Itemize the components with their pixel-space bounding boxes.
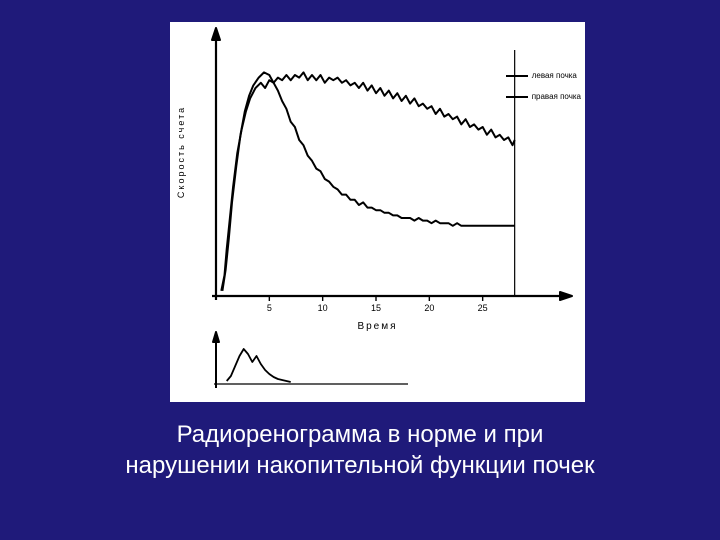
chart-container: 5 10 15 20 25 Скорость счета Время левая поч… <box>170 22 585 402</box>
legend-line-icon <box>506 96 528 98</box>
legend-label: левая почка <box>532 70 577 83</box>
legend-label: правая почка <box>532 91 581 104</box>
legend-line-icon <box>506 75 528 77</box>
slide: 5 10 15 20 25 Скорость счета Время левая поч… <box>0 0 720 540</box>
svg-text:25: 25 <box>478 303 488 313</box>
x-axis-label: Время <box>170 321 585 332</box>
y-axis-label: Скорость счета <box>176 52 186 252</box>
svg-text:20: 20 <box>424 303 434 313</box>
legend: левая почка правая почка <box>506 70 581 104</box>
svg-text:5: 5 <box>267 303 272 313</box>
caption: Радиоренограмма в норме и при нарушении … <box>0 420 720 481</box>
legend-item: правая почка <box>506 91 581 104</box>
svg-text:10: 10 <box>318 303 328 313</box>
legend-item: левая почка <box>506 70 581 83</box>
svg-text:15: 15 <box>371 303 381 313</box>
